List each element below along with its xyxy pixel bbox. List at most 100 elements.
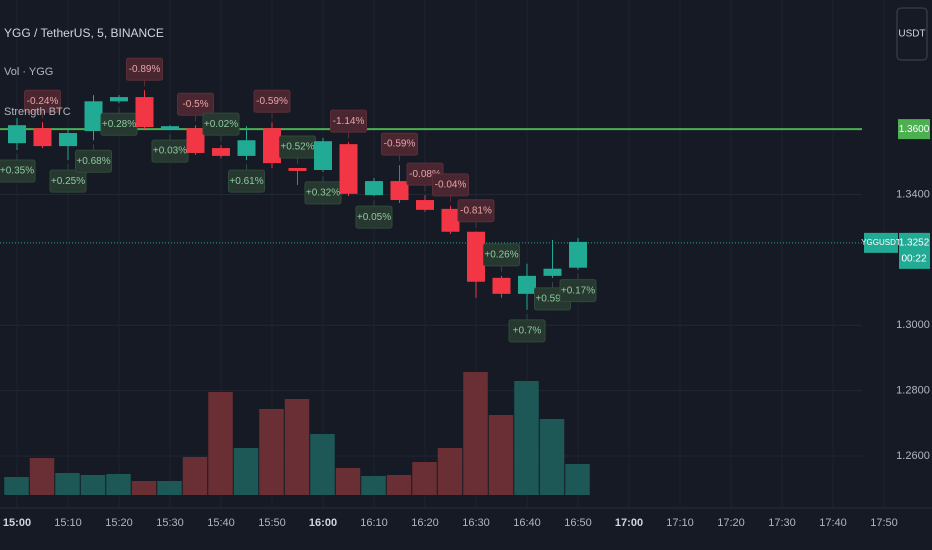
x-tick-label: 15:20 xyxy=(105,517,133,529)
volume-bar xyxy=(233,448,259,495)
x-tick-label: 17:40 xyxy=(819,517,847,529)
volume-bar xyxy=(131,481,157,495)
x-tick-label: 16:10 xyxy=(360,517,388,529)
x-tick-label: 16:20 xyxy=(411,517,439,529)
x-tick-label: 16:30 xyxy=(462,517,490,529)
strength-label: -0.59% xyxy=(384,139,416,150)
strength-label: +0.52% xyxy=(280,142,314,153)
strength-label: +0.26% xyxy=(484,250,518,261)
strength-label: -0.81% xyxy=(460,205,492,216)
chart-title: YGG / TetherUS, 5, BINANCE xyxy=(4,26,164,40)
strength-label: -0.89% xyxy=(129,64,161,75)
y-tick-label: 1.3000 xyxy=(896,319,930,331)
x-tick-label: 17:50 xyxy=(870,517,898,529)
y-tick-label: 1.3400 xyxy=(896,188,930,200)
volume-bar xyxy=(361,476,386,495)
volume-bar xyxy=(335,468,361,495)
candle-body xyxy=(416,200,434,210)
strength-label: +0.03% xyxy=(153,146,187,157)
candle-body xyxy=(33,128,52,147)
grid xyxy=(0,0,885,508)
x-tick-label: 17:10 xyxy=(666,517,694,529)
countdown-label: 00:22 xyxy=(901,253,926,264)
x-tick-label: 15:30 xyxy=(156,517,184,529)
volume-bar xyxy=(80,475,106,495)
strength-label: +0.32% xyxy=(306,188,340,199)
volume-bar xyxy=(437,448,463,495)
volume-bar xyxy=(157,481,182,495)
candle-body xyxy=(390,181,409,201)
volume-bar xyxy=(284,399,310,495)
candle-body xyxy=(59,133,77,147)
candle-body xyxy=(543,268,562,276)
candle-body xyxy=(135,97,154,128)
last-price-box xyxy=(899,232,930,269)
strength-label: -0.24% xyxy=(27,96,59,107)
volume-bar xyxy=(310,434,335,495)
currency-button-label[interactable]: USDT xyxy=(898,29,925,40)
strength-label: +0.28% xyxy=(102,119,136,130)
candle-body xyxy=(237,140,256,156)
hline-price-label: 1.3600 xyxy=(899,124,930,135)
strength-label: +0.35% xyxy=(0,166,34,177)
strength-label: -1.14% xyxy=(333,116,365,127)
volume-bar xyxy=(4,477,29,495)
candle-body xyxy=(492,277,511,294)
x-tick-label: 16:40 xyxy=(513,517,541,529)
candle-body xyxy=(339,144,358,194)
candle-body xyxy=(569,241,587,268)
hline-price-box xyxy=(898,119,930,140)
indicator-label: Vol · YGG xyxy=(4,66,53,78)
x-tick-label: 17:20 xyxy=(717,517,745,529)
volume-bar xyxy=(106,474,131,495)
candle-body xyxy=(314,141,332,170)
candle-body xyxy=(161,126,179,130)
price-pane: +0.35% -0.24% +0.25% +0.68% +0.28% -0.89% +0.0… xyxy=(0,57,862,343)
strength-label: +0.25% xyxy=(51,176,85,187)
x-tick-label: 16:00 xyxy=(309,517,337,529)
volume-bar xyxy=(565,464,590,495)
strength-label: -0.59% xyxy=(256,96,288,107)
candle-body xyxy=(263,128,281,164)
strength-label: +0.17% xyxy=(561,285,595,296)
candle-body xyxy=(288,168,307,171)
strength-label: -0.08% xyxy=(409,169,441,180)
symbol-box xyxy=(864,232,898,253)
x-tick-label: 17:00 xyxy=(615,517,643,529)
strength-label: +0.68% xyxy=(76,156,110,167)
x-tick-label: 15:40 xyxy=(207,517,235,529)
candle-body xyxy=(365,181,383,196)
candle-body xyxy=(467,231,485,282)
strength-label: -0.5% xyxy=(182,99,208,110)
volume-bar xyxy=(55,473,80,495)
axes: 1.3400 1.3000 1.2800 1.2600 15:00 15:10 15:20 1… xyxy=(0,119,932,529)
candle-body xyxy=(110,97,128,102)
volume-bar xyxy=(539,419,565,495)
last-price-label: 1.3252 xyxy=(899,237,930,248)
candle-body xyxy=(84,101,103,132)
volume-bar xyxy=(259,409,284,495)
volume-bar xyxy=(182,457,208,495)
volume-bar xyxy=(386,475,412,495)
x-tick-label: 15:50 xyxy=(258,517,286,529)
currency-button[interactable] xyxy=(896,7,928,61)
y-tick-label: 1.2600 xyxy=(896,450,930,462)
volume-pane xyxy=(4,372,590,495)
strength-label: +0.59% xyxy=(535,293,569,304)
strength-label: +0.05% xyxy=(357,212,391,223)
strength-label: +0.7% xyxy=(513,326,542,337)
x-tick-label: 15:10 xyxy=(54,517,82,529)
y-tick-label: 1.2800 xyxy=(896,385,930,397)
strength-label: +0.02% xyxy=(204,119,238,130)
symbol-label: YGGUSDT xyxy=(861,238,901,247)
candle-body xyxy=(8,125,26,144)
volume-bar xyxy=(208,392,233,495)
strength-label: +0.61% xyxy=(229,176,263,187)
candle-body xyxy=(212,148,230,156)
x-tick-label: 17:30 xyxy=(768,517,796,529)
x-tick-label: 16:50 xyxy=(564,517,592,529)
volume-bar xyxy=(463,372,488,495)
candle-body xyxy=(518,275,536,294)
